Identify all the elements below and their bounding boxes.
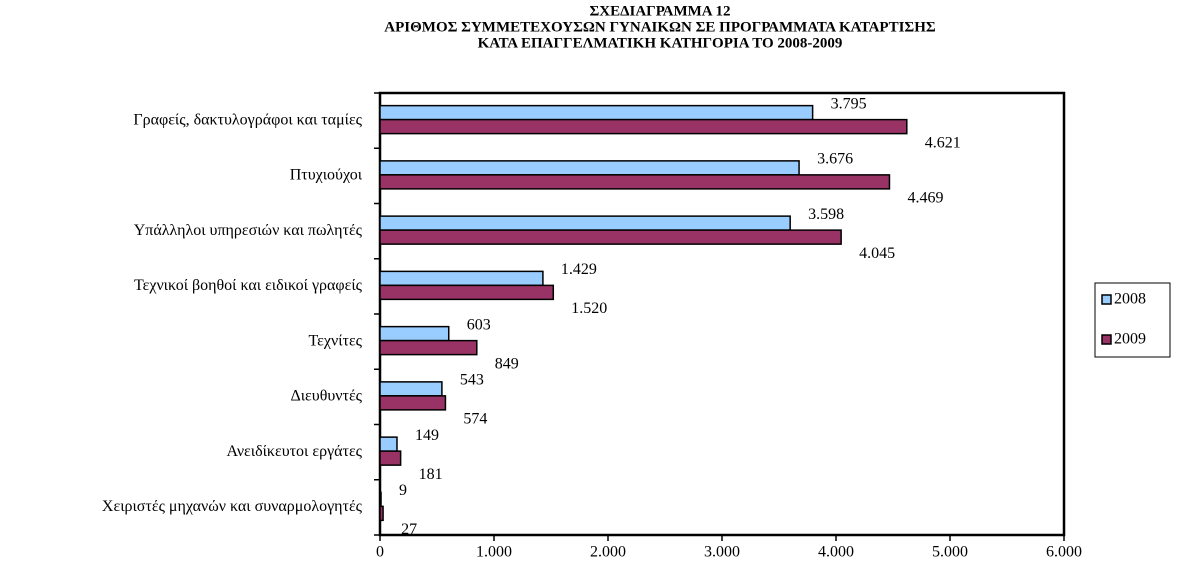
legend-label: 2009 bbox=[1114, 331, 1146, 348]
bar bbox=[379, 436, 398, 452]
bar bbox=[379, 491, 382, 508]
value-label: 574 bbox=[463, 411, 487, 428]
plot-frame bbox=[378, 91, 1066, 537]
x-tick-label: 4.000 bbox=[818, 544, 854, 561]
bar bbox=[379, 104, 814, 121]
value-label: 1.520 bbox=[571, 300, 607, 317]
y-tick-label: Χειριστές μηχανών και συναρμολογητές bbox=[102, 498, 363, 515]
bar bbox=[379, 174, 891, 190]
y-tick-label: Τεχνίτες bbox=[308, 332, 362, 349]
value-label: 149 bbox=[415, 427, 439, 444]
bar bbox=[379, 270, 544, 287]
value-label: 4.621 bbox=[925, 134, 961, 151]
y-tick-label: Πτυχιούχοι bbox=[290, 167, 363, 184]
bar bbox=[379, 160, 800, 176]
x-tick-label: 6.000 bbox=[1046, 544, 1082, 561]
value-label: 3.598 bbox=[808, 206, 844, 223]
bar bbox=[379, 505, 384, 522]
bar bbox=[379, 325, 450, 342]
value-label: 1.429 bbox=[561, 261, 597, 278]
value-label: 3.676 bbox=[817, 151, 853, 168]
x-tick-label: 0 bbox=[376, 544, 384, 561]
y-tick-label: Υπάλληλοι υπηρεσιών και πωλητές bbox=[134, 222, 363, 239]
bar bbox=[379, 215, 791, 231]
value-label: 4.045 bbox=[859, 245, 895, 262]
bar bbox=[379, 284, 555, 301]
chart-title: ΣΧΕΔΙΑΓΡΑΜΜΑ 12 bbox=[589, 3, 730, 19]
legend-swatch bbox=[1101, 294, 1112, 305]
value-label: 181 bbox=[419, 466, 443, 483]
value-label: 9 bbox=[399, 482, 407, 499]
y-tick-label: Τεχνικοί βοηθοί και ειδικοί γραφείς bbox=[134, 277, 363, 294]
legend-label: 2008 bbox=[1114, 291, 1146, 308]
value-label: 27 bbox=[401, 521, 417, 538]
bar bbox=[379, 229, 842, 245]
legend-swatch bbox=[1101, 334, 1112, 345]
x-tick-label: 5.000 bbox=[932, 544, 968, 561]
value-label: 3.795 bbox=[831, 95, 867, 112]
bar bbox=[379, 395, 447, 411]
y-tick-label: Διευθυντές bbox=[290, 388, 362, 405]
bar bbox=[379, 339, 478, 356]
y-tick-label: Γραφείς, δακτυλογράφοι και ταμίες bbox=[133, 111, 362, 128]
chart-title: ΚΑΤΑ ΕΠΑΓΓΕΛΜΑΤΙΚΗ ΚΑΤΗΓΟΡΙΑ ΤΟ 2008-200… bbox=[478, 35, 843, 51]
y-tick-label: Ανειδίκευτοι εργάτες bbox=[226, 443, 362, 460]
value-label: 543 bbox=[460, 372, 484, 389]
bar bbox=[379, 118, 908, 135]
chart-title: ΑΡΙΘΜΟΣ ΣΥΜΜΕΤΕΧΟΥΣΩΝ ΓΥΝΑΙΚΩΝ ΣΕ ΠΡΟΓΡΑ… bbox=[384, 19, 936, 35]
value-label: 603 bbox=[467, 316, 491, 333]
value-label: 4.469 bbox=[907, 190, 943, 207]
bar bbox=[379, 450, 402, 466]
x-tick-label: 3.000 bbox=[704, 544, 740, 561]
x-tick-label: 2.000 bbox=[590, 544, 626, 561]
value-label: 849 bbox=[495, 355, 519, 372]
x-tick-label: 1.000 bbox=[476, 544, 512, 561]
bar bbox=[379, 381, 443, 397]
